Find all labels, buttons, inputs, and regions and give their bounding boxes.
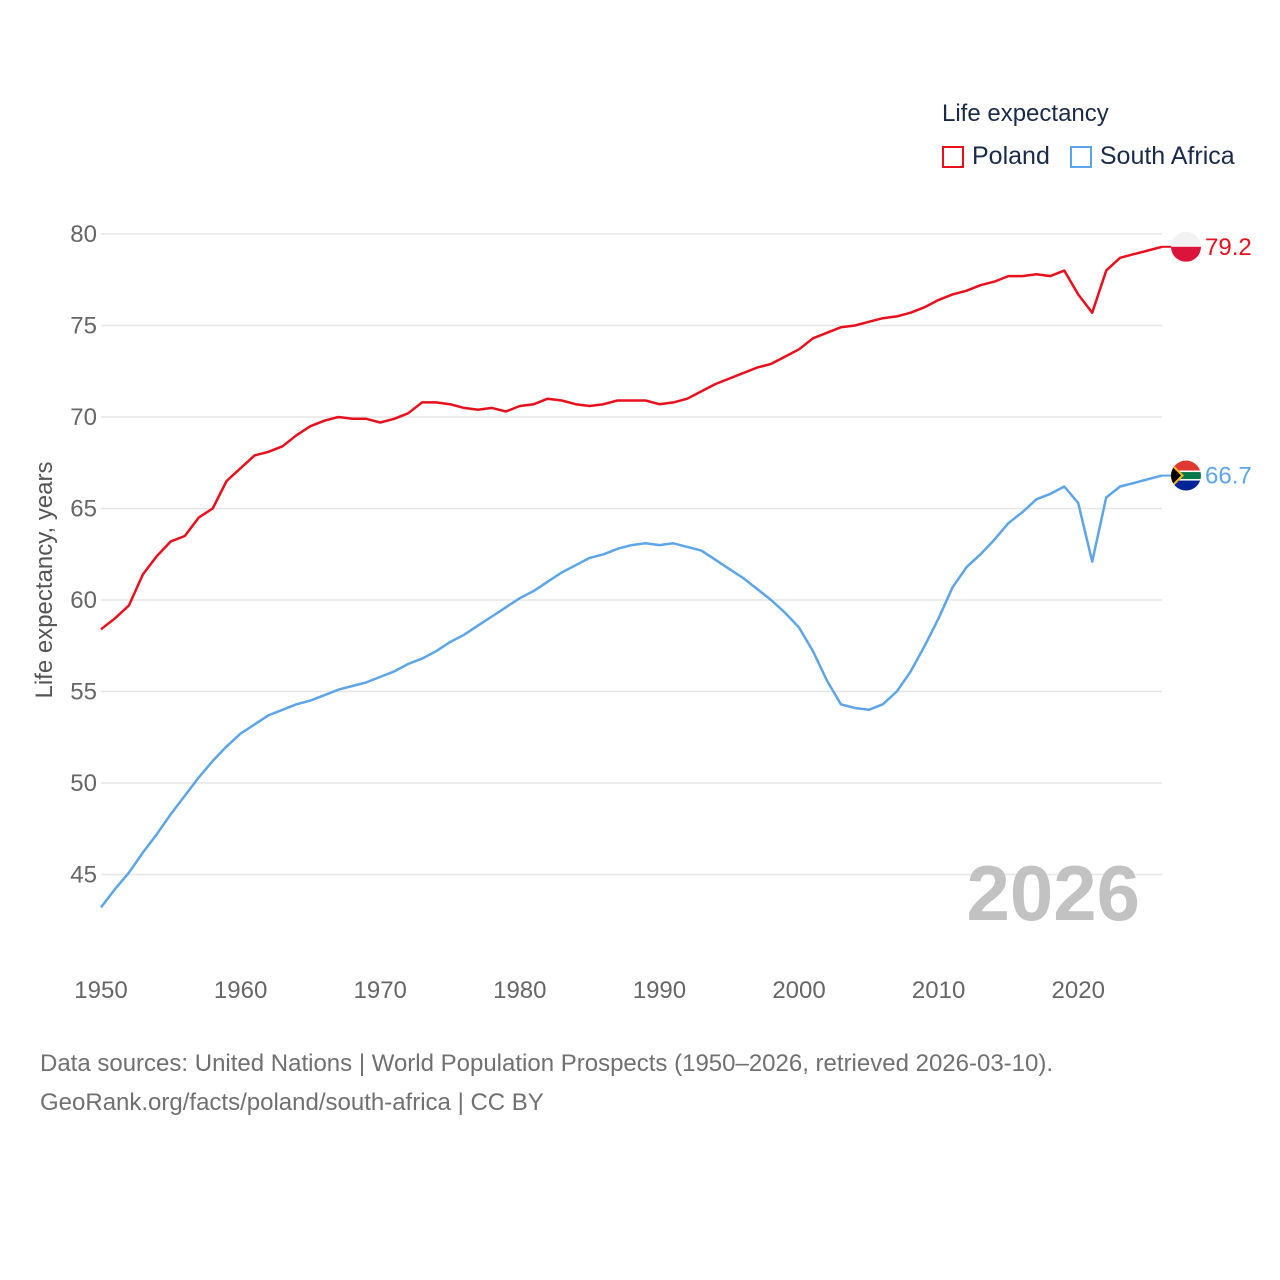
attribution-text[interactable]: GeoRank.org/facts/poland/south-africa | … (40, 1089, 544, 1116)
x-tick-label-1950: 1950 (74, 977, 127, 1004)
legend-title: Life expectancy (942, 100, 1109, 127)
y-axis-title: Life expectancy, years (31, 461, 58, 698)
legend-item-south-africa[interactable]: South Africa (1069, 142, 1235, 171)
y-tick-label-50: 50 (70, 770, 97, 797)
y-tick-label-65: 65 (70, 496, 97, 523)
year-watermark: 2026 (966, 849, 1140, 937)
x-tick-label-1970: 1970 (354, 977, 407, 1004)
x-tick-label-2000: 2000 (772, 977, 825, 1004)
legend: Poland South Africa (942, 142, 1255, 171)
end-label-south-africa: 66.7 (1205, 463, 1252, 490)
x-tick-label-2020: 2020 (1052, 977, 1105, 1004)
footer: Data sources: United Nations | World Pop… (40, 1044, 1053, 1122)
x-tick-label-1990: 1990 (633, 977, 686, 1004)
y-axis-ticks: 45 50 55 60 65 70 75 80 (70, 221, 97, 889)
end-label-poland: 79.2 (1205, 234, 1252, 261)
gridlines (101, 233, 1162, 876)
y-tick-label-55: 55 (70, 679, 97, 706)
legend-item-poland[interactable]: Poland (942, 142, 1050, 171)
series-lines (100, 245, 1163, 909)
legend-label-south-africa: South Africa (1099, 142, 1235, 170)
poland-flag-icon (1171, 231, 1201, 262)
y-tick-label-70: 70 (70, 404, 97, 431)
south-africa-flag-icon (1171, 460, 1201, 491)
x-axis-ticks: 1950 1960 1970 1980 1990 2000 2010 2020 (74, 977, 1105, 1004)
series-line-south-africa[interactable] (100, 474, 1163, 909)
y-tick-label-80: 80 (70, 221, 97, 248)
data-source-text: Data sources: United Nations | World Pop… (40, 1050, 1054, 1077)
y-tick-label-45: 45 (70, 862, 97, 889)
legend-label-poland: Poland (972, 142, 1050, 170)
end-markers: 79.2 66.7 (1162, 231, 1252, 491)
x-tick-label-1980: 1980 (493, 977, 546, 1004)
legend-swatch-poland (942, 145, 964, 168)
y-tick-label-75: 75 (70, 313, 97, 340)
legend-swatch-south-africa (1069, 145, 1092, 168)
series-line-poland[interactable] (100, 245, 1163, 631)
x-tick-label-2010: 2010 (912, 977, 965, 1004)
x-tick-label-1960: 1960 (214, 977, 267, 1004)
y-tick-label-60: 60 (70, 587, 97, 614)
